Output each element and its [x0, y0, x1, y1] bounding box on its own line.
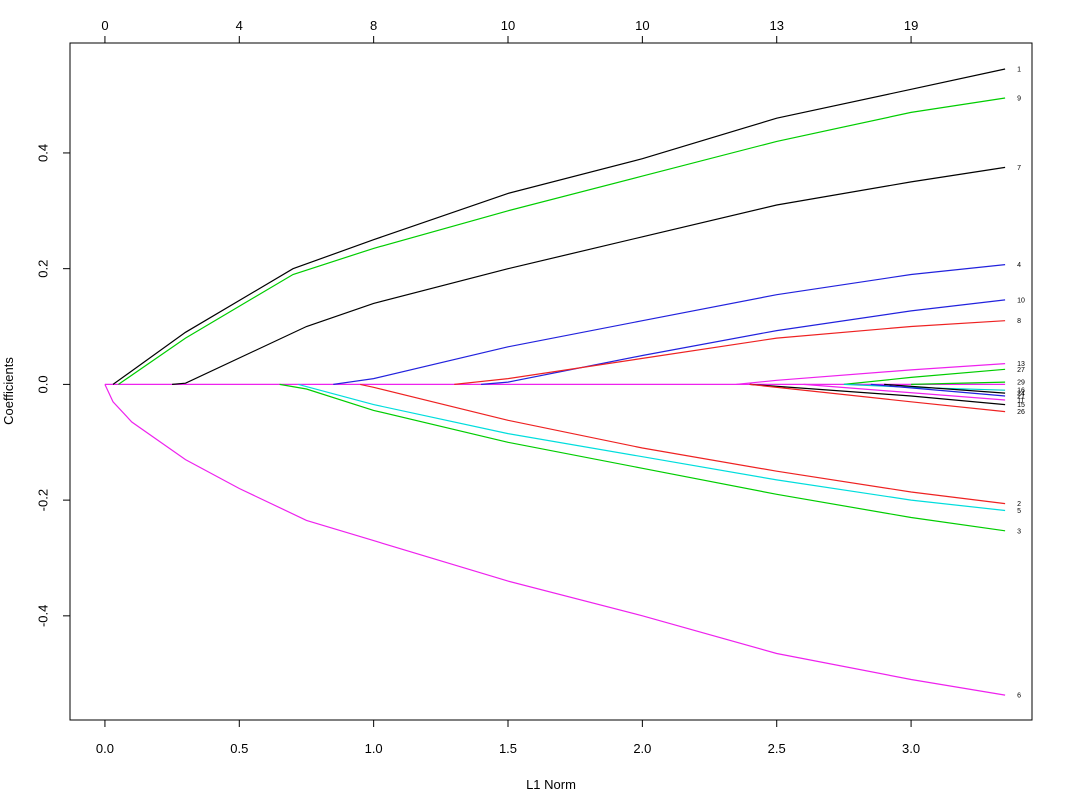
- y-tick-label: -0.4: [35, 605, 50, 627]
- x-tick-label: 0.0: [96, 741, 114, 756]
- series-end-label-21: 21: [1017, 393, 1025, 400]
- top-tick-label: 4: [236, 18, 243, 33]
- top-tick-label: 19: [904, 18, 918, 33]
- series-line-8: [454, 320, 1006, 385]
- series-end-label-6: 6: [1017, 693, 1021, 700]
- series-end-label-24: 24: [1017, 391, 1025, 398]
- top-axis: 0 4 8 10 10 13 19: [101, 18, 918, 44]
- series-end-label-1: 1: [1017, 67, 1021, 74]
- series-end-label-13: 13: [1017, 361, 1025, 368]
- series-end-label-27: 27: [1017, 367, 1025, 374]
- x-tick-label: 2.5: [768, 741, 786, 756]
- series-end-label-7: 7: [1017, 165, 1021, 172]
- series-line-2: [360, 383, 1006, 505]
- x-tick-label: 1.5: [499, 741, 517, 756]
- series-line-9: [118, 97, 1006, 385]
- x-tick-label: 1.0: [365, 741, 383, 756]
- series-line-13: [736, 363, 1006, 385]
- series-layer: [104, 68, 1006, 696]
- series-line-21: [870, 383, 1006, 397]
- top-tick-label: 13: [769, 18, 783, 33]
- series-end-label-11: 11: [1017, 398, 1024, 405]
- y-axis-title: Coefficients: [1, 357, 16, 425]
- series-line-27: [843, 368, 1006, 385]
- series-end-label-16: 16: [1017, 388, 1025, 395]
- series-end-label-29: 29: [1017, 380, 1025, 387]
- series-end-label-10: 10: [1017, 297, 1025, 304]
- series-end-label-3: 3: [1017, 528, 1021, 535]
- left-axis: -0.4 -0.2 0.0 0.2 0.4: [35, 144, 71, 627]
- series-end-label-5: 5: [1017, 508, 1021, 515]
- series-end-label-4: 4: [1017, 262, 1021, 269]
- y-tick-label: 0.4: [35, 144, 50, 162]
- series-line-7: [172, 166, 1006, 385]
- y-tick-label: -0.2: [35, 489, 50, 511]
- series-line-10: [481, 299, 1006, 385]
- series-end-label-26: 26: [1017, 409, 1025, 416]
- series-line-1: [112, 68, 1006, 385]
- series-line-5: [298, 383, 1006, 512]
- bottom-axis: 0.0 0.5 1.0 1.5 2.0 2.5 3.0: [96, 719, 920, 756]
- series-line-29: [911, 381, 1006, 385]
- series-line-24: [884, 383, 1006, 394]
- series-line-11: [803, 383, 1006, 401]
- x-axis-title: L1 Norm: [526, 777, 576, 792]
- y-tick-label: 0.2: [35, 260, 50, 278]
- top-tick-label: 10: [501, 18, 515, 33]
- x-tick-label: 2.0: [633, 741, 651, 756]
- series-end-label-15: 15: [1017, 402, 1025, 409]
- x-tick-label: 3.0: [902, 741, 920, 756]
- y-tick-label: 0.0: [35, 375, 50, 393]
- top-tick-label: 8: [370, 18, 377, 33]
- series-line-26: [749, 383, 1006, 413]
- series-line-6: [104, 384, 1006, 696]
- top-tick-label: 10: [635, 18, 649, 33]
- series-end-label-9: 9: [1017, 95, 1021, 102]
- series-line-4: [333, 264, 1006, 385]
- series-line-3: [279, 383, 1006, 532]
- series-line-15: [749, 383, 1006, 406]
- top-tick-label: 0: [101, 18, 108, 33]
- series-end-label-2: 2: [1017, 501, 1021, 508]
- plot-frame: [69, 42, 1033, 721]
- series-end-label-8: 8: [1017, 318, 1021, 325]
- x-tick-label: 0.5: [230, 741, 248, 756]
